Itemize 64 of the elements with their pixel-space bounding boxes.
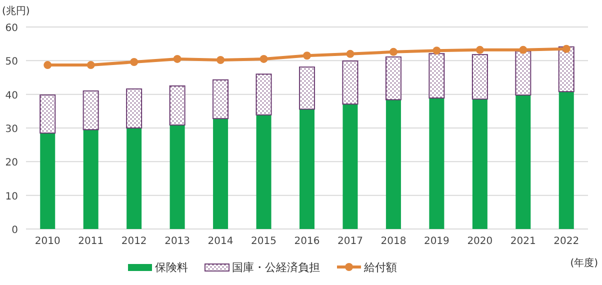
y-tick-label: 60 [5,23,18,34]
y-axis-title: (兆円) [2,5,30,17]
bar [558,46,574,92]
point [476,46,484,54]
bar [256,114,272,229]
point [519,46,528,54]
y-tick-label: 40 [5,90,18,102]
x-tick-label: 2015 [251,236,276,247]
bar [83,130,98,229]
point [389,48,398,56]
point [216,56,225,64]
bar [472,99,488,229]
bar [429,98,444,229]
point [86,61,95,70]
bar [126,88,142,128]
point [260,54,268,63]
bar [386,100,401,229]
bar [212,79,229,120]
x-tick-label: 2021 [510,236,536,247]
bar [472,54,488,100]
y-tick-label: 50 [5,56,18,68]
bar [40,133,56,229]
x-tick-label: 2017 [338,236,363,247]
bar [82,90,99,130]
point [173,54,182,63]
bar [516,95,531,229]
y-tick-label: 10 [5,191,18,202]
x-tick-label: 2013 [164,236,190,247]
point [130,58,138,66]
x-tick-label: 2020 [467,236,493,247]
bar [40,94,56,134]
bar [170,124,185,229]
bar [299,66,315,110]
bar [558,92,574,229]
x-tick-label: 2018 [380,236,406,247]
legend-label: 給付額 [363,261,397,274]
x-axis-title: (年度) [570,257,598,269]
point [432,46,441,55]
x-tick-label: 2012 [121,236,147,247]
y-tick-label: 30 [5,124,18,135]
point [562,44,570,53]
legend-label: 国庫・公経済負担 [232,261,320,274]
bar [515,50,532,96]
bar [342,104,358,229]
bar [169,85,186,126]
x-tick-label: 2016 [294,236,320,247]
x-tick-label: 2022 [554,236,580,247]
bar [300,109,314,229]
bar [256,74,272,116]
x-tick-label: 2011 [78,236,104,247]
x-tick-label: 2014 [208,236,234,247]
y-tick-label: 0 [12,225,18,236]
point [44,61,52,70]
bar [428,53,445,99]
bar [126,128,142,229]
x-tick-label: 2019 [424,236,450,247]
legend-label: 保険料 [155,261,188,274]
y-tick-label: 20 [5,158,18,169]
point [303,52,311,60]
point [346,50,354,58]
bar [385,56,402,100]
bar [213,118,228,229]
x-tick-label: 2010 [34,236,60,247]
bar [342,60,358,105]
